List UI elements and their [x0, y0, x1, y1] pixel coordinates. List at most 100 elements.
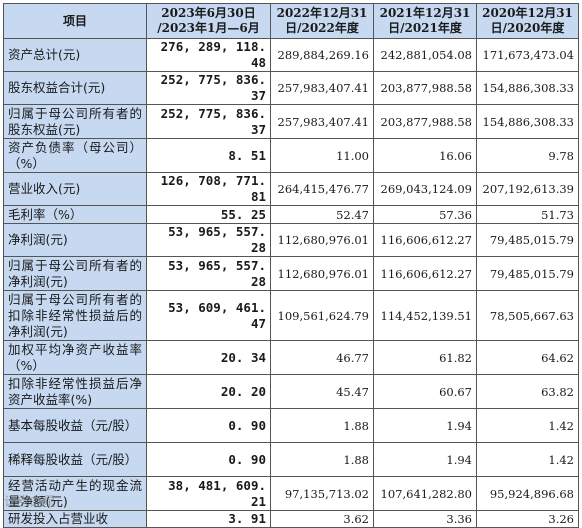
row-label: 毛利率（%）: [3, 205, 147, 224]
header-col-2021: 2021年12月31 日/2021年度: [373, 3, 477, 39]
row-value: 20. 34: [146, 340, 271, 375]
header-line: 2021年12月31: [379, 6, 471, 20]
row-value: 252, 775, 836. 37: [146, 104, 271, 139]
row-value: 207,192,613.39: [476, 172, 579, 206]
row-value: 171,673,473.04: [476, 38, 579, 72]
row-label: 基本每股收益（元/股）: [3, 408, 147, 443]
row-value: 97,135,713.02: [270, 476, 374, 511]
row-value: 269,043,124.09: [373, 172, 477, 206]
header-col-2020: 2020年12月31 日/2020年度: [476, 3, 579, 39]
header-line: 日/2020年度: [490, 21, 565, 35]
row-value: 51.73: [476, 205, 579, 224]
table-row: 股东权益合计(元) 252, 775, 836. 37 257,983,407.41…: [3, 71, 579, 105]
row-value: 264,415,476.77: [270, 172, 374, 206]
row-value: 20. 20: [146, 374, 271, 409]
row-label: 加权平均净资产收益率（%）: [3, 340, 147, 375]
row-value: 9.78: [476, 138, 579, 173]
row-label: 扣除非经常性损益后净资产收益率(%): [3, 374, 147, 409]
header-line: /2023年1月—6月: [157, 21, 260, 35]
header-item: 项目: [3, 3, 147, 39]
row-value: 203,877,988.58: [373, 71, 477, 105]
table-row: 经营活动产生的现金流量净额(元) 38, 481, 609. 21 97,135,7…: [3, 476, 579, 511]
row-value: 0. 90: [146, 408, 271, 443]
table-row: 净利润(元) 53, 965, 557. 28 112,680,976.01 116,…: [3, 223, 579, 257]
row-value: 112,680,976.01: [270, 223, 374, 257]
row-value: 112,680,976.01: [270, 256, 374, 291]
row-value: 57.36: [373, 205, 477, 224]
table-row: 基本每股收益（元/股） 0. 90 1.88 1.94 1.42: [3, 408, 579, 443]
row-value: 116,606,612.27: [373, 223, 477, 257]
table-row: 归属于母公司所有者的净利润(元) 53, 965, 557. 28 112,680,…: [3, 256, 579, 291]
watermark: 证券之星: [4, 495, 57, 510]
row-value: 55. 25: [146, 205, 271, 224]
row-label: 归属于母公司所有者的股东权益(元): [3, 104, 147, 139]
row-value: 109,561,624.79: [270, 290, 374, 341]
row-value: 289,884,269.16: [270, 38, 374, 72]
row-value: 95,924,896.68: [476, 476, 579, 511]
row-value: 0. 90: [146, 442, 271, 477]
header-col-h1-2023: 2023年6月30日 /2023年1月—6月: [146, 3, 271, 39]
table-row: 归属于母公司所有者的股东权益(元) 252, 775, 836. 37 257,98…: [3, 104, 579, 139]
row-label: 营业收入(元): [3, 172, 147, 206]
row-value: 154,886,308.33: [476, 104, 579, 139]
row-value: 64.62: [476, 340, 579, 375]
row-label: 研发投入占营业收: [3, 510, 147, 528]
row-value: 79,485,015.79: [476, 256, 579, 291]
row-label: 归属于母公司所有者的净利润(元): [3, 256, 147, 291]
row-value: 116,606,612.27: [373, 256, 477, 291]
row-value: 78,505,667.63: [476, 290, 579, 341]
table-row: 毛利率（%） 55. 25 52.47 57.36 51.73: [3, 205, 579, 224]
table-row: 营业收入(元) 126, 708, 771. 81 264,415,476.77 26…: [3, 172, 579, 206]
row-value: 16.06: [373, 138, 477, 173]
row-label: 稀释每股收益（元/股）: [3, 442, 147, 477]
row-value: 203,877,988.58: [373, 104, 477, 139]
row-value: 46.77: [270, 340, 374, 375]
row-value: 126, 708, 771. 81: [146, 172, 271, 206]
header-line: 2020年12月31: [482, 6, 573, 20]
row-value: 53, 965, 557. 28: [146, 223, 271, 257]
header-line: 2022年12月31: [276, 6, 368, 20]
table-row: 资产总计(元) 276, 289, 118. 48 289,884,269.16 24…: [3, 38, 579, 72]
row-value: 242,881,054.08: [373, 38, 477, 72]
row-value: 53, 965, 557. 28: [146, 256, 271, 291]
row-value: 11.00: [270, 138, 374, 173]
header-col-2022: 2022年12月31 日/2022年度: [270, 3, 374, 39]
row-label: 资产总计(元): [3, 38, 147, 72]
row-value: 154,886,308.33: [476, 71, 579, 105]
row-label: 资产负债率（母公司）（%）: [3, 138, 147, 173]
row-value: 3.36: [373, 510, 477, 528]
row-value: 107,641,282.80: [373, 476, 477, 511]
row-value: 1.42: [476, 442, 579, 477]
row-label: 归属于母公司所有者的扣除非经常性损益后的净利润(元): [3, 290, 147, 341]
table-row: 扣除非经常性损益后净资产收益率(%) 20. 20 45.47 60.67 63.82: [3, 374, 579, 409]
row-value: 257,983,407.41: [270, 104, 374, 139]
table-row: 研发投入占营业收 3. 91 3.62 3.36 3.26: [3, 510, 579, 528]
row-value: 1.88: [270, 408, 374, 443]
row-value: 1.94: [373, 408, 477, 443]
table-row: 资产负债率（母公司）（%） 8. 51 11.00 16.06 9.78: [3, 138, 579, 173]
row-value: 38, 481, 609. 21: [146, 476, 271, 511]
row-value: 276, 289, 118. 48: [146, 38, 271, 72]
row-value: 252, 775, 836. 37: [146, 71, 271, 105]
row-label: 经营活动产生的现金流量净额(元): [3, 476, 147, 511]
table-row: 稀释每股收益（元/股） 0. 90 1.88 1.94 1.42: [3, 442, 579, 477]
financial-summary-table: 项目 2023年6月30日 /2023年1月—6月 2022年12月31 日/2…: [3, 3, 579, 528]
row-value: 3.26: [476, 510, 579, 528]
header-line: 日/2021年度: [388, 21, 462, 35]
row-value: 45.47: [270, 374, 374, 409]
row-value: 1.42: [476, 408, 579, 443]
row-label: 股东权益合计(元): [3, 71, 147, 105]
row-value: 52.47: [270, 205, 374, 224]
header-line: 日/2022年度: [285, 21, 359, 35]
row-value: 63.82: [476, 374, 579, 409]
row-value: 114,452,139.51: [373, 290, 477, 341]
row-value: 8. 51: [146, 138, 271, 173]
row-value: 60.67: [373, 374, 477, 409]
row-value: 257,983,407.41: [270, 71, 374, 105]
row-value: 53, 609, 461. 47: [146, 290, 271, 341]
table-body: 资产总计(元) 276, 289, 118. 48 289,884,269.16 24…: [3, 38, 579, 528]
table-row: 归属于母公司所有者的扣除非经常性损益后的净利润(元) 53, 609, 461. …: [3, 290, 579, 341]
row-value: 3.62: [270, 510, 374, 528]
header-row: 项目 2023年6月30日 /2023年1月—6月 2022年12月31 日/2…: [3, 3, 579, 39]
row-value: 3. 91: [146, 510, 271, 528]
